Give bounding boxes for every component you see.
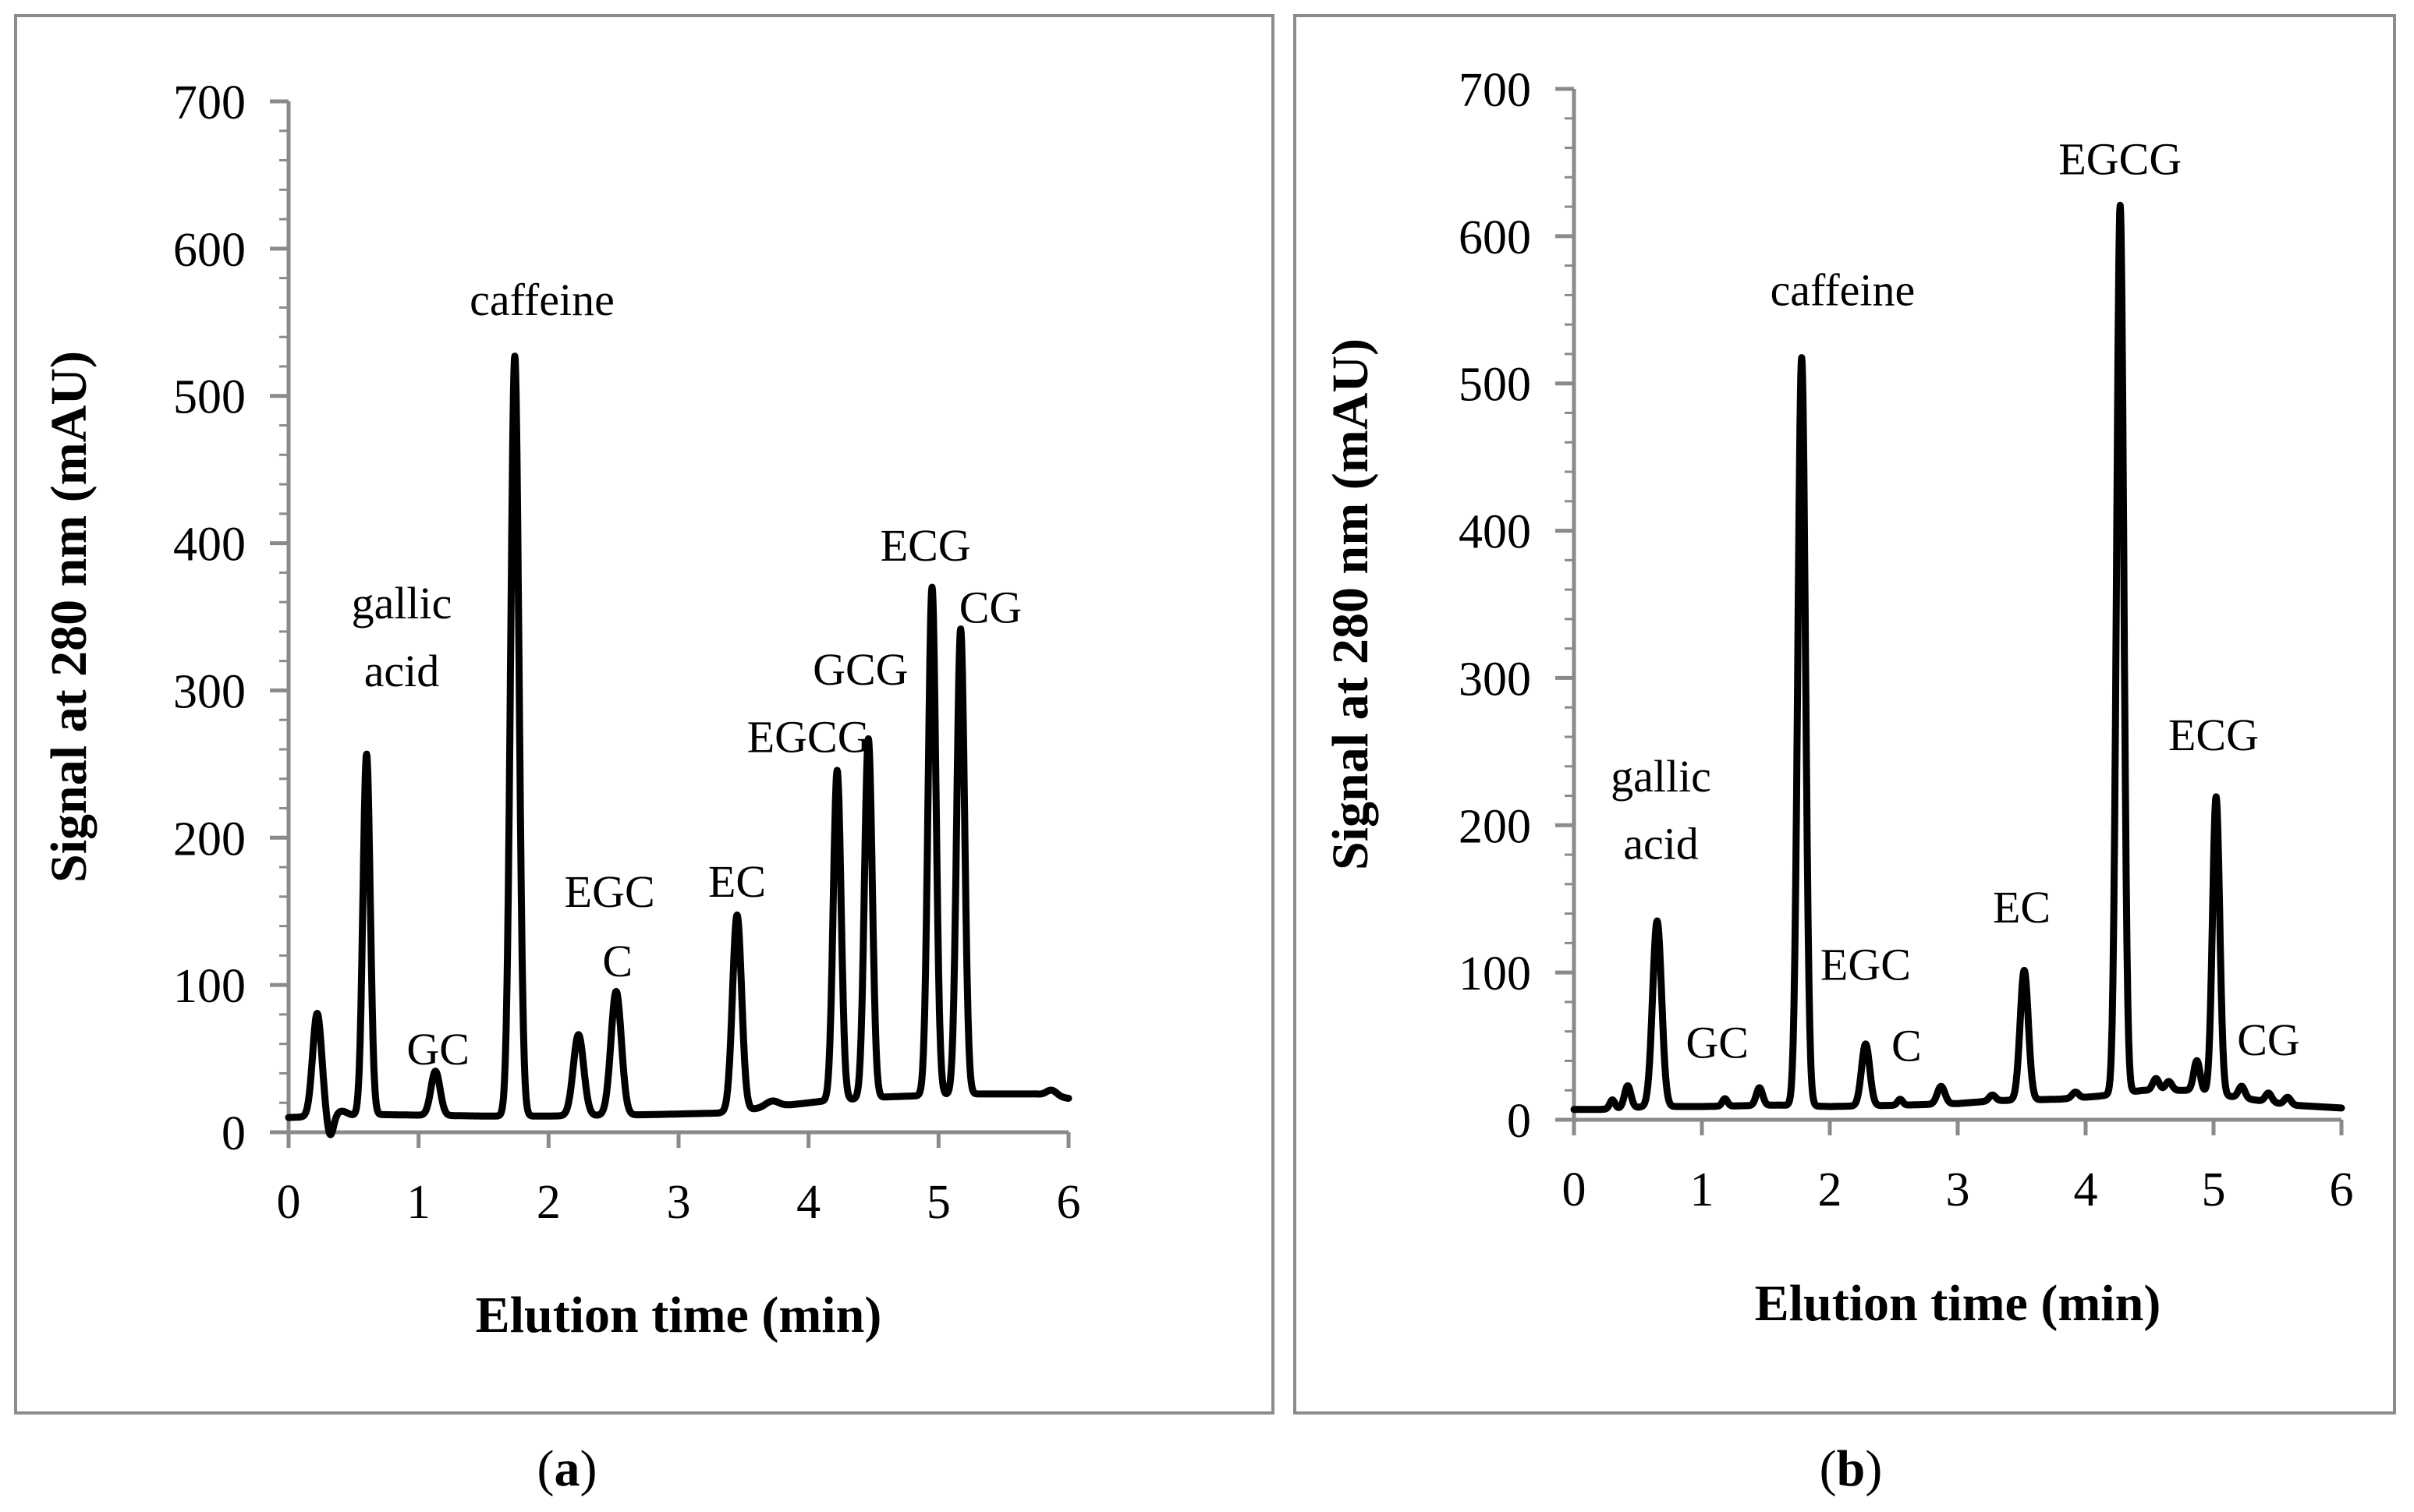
caption-b-letter: b	[1837, 1440, 1866, 1497]
panel-a-peak-label: C	[602, 936, 633, 986]
panel-b-peak-label: EGC	[1820, 940, 1911, 990]
panel-a-x-tick-label: 1	[406, 1176, 431, 1229]
panel-b-peak-label: ECG	[2168, 710, 2259, 760]
panel-a-x-tick-label: 3	[667, 1176, 691, 1229]
panel-a-x-tick-label: 4	[796, 1176, 821, 1229]
caption-a-close: )	[580, 1440, 597, 1497]
panel-a-trace-line	[285, 352, 1072, 1138]
panel-a-peak-label: EGCG	[747, 712, 870, 763]
panel-a-x-tick-label: 0	[277, 1176, 301, 1229]
panel-b-peak-label: EGCG	[2058, 134, 2182, 185]
panel-a-peak-label: EC	[708, 856, 766, 907]
panel-a-x-tick-label: 6	[1057, 1176, 1081, 1229]
caption-a: (a)	[537, 1440, 597, 1497]
panel-b-x-tick-label: 4	[2074, 1163, 2098, 1216]
panel-a-peak-label: CG	[959, 582, 1023, 633]
panel-b-y-tick-label: 300	[1459, 653, 1531, 706]
panel-b-x-tick-label: 0	[1562, 1163, 1586, 1216]
panel-a-peak-label: caffeine	[470, 274, 615, 325]
panel-b-y-axis-title: Signal at 280 nm (mAU)	[1322, 338, 1379, 870]
panel-b-peak-label: acid	[1623, 819, 1699, 869]
chart-panel-a: 0 100 200 300 400 500 600 700 0 1 2 3 4 5 6 Signal at 2…	[14, 14, 1274, 1415]
panel-b-x-tick-label: 2	[1818, 1163, 1842, 1216]
panel-a-x-tick-label: 5	[927, 1176, 951, 1229]
panel-a-frame	[14, 14, 1274, 1415]
panel-b-peak-label: GC	[1686, 1018, 1749, 1068]
panel-a-y-axis-title: Signal at 280 nm (mAU)	[41, 351, 97, 883]
panel-a-x-axis-title: Elution time (min)	[476, 1287, 882, 1344]
caption-b: (b)	[1820, 1440, 1883, 1497]
panel-a-y-tick-label: 500	[173, 371, 246, 424]
panel-b-x-tick-label: 5	[2202, 1163, 2226, 1216]
panel-a-y-tick-label: 100	[173, 960, 246, 1013]
panel-b-y-tick-label: 700	[1459, 64, 1531, 117]
panel-b-trace-line	[1570, 201, 2345, 1114]
panel-b-y-tick-label: 200	[1459, 800, 1531, 853]
caption-b-open: (	[1820, 1440, 1837, 1497]
caption-a-letter: a	[555, 1440, 580, 1497]
panel-a-x-tick-label: 2	[537, 1176, 561, 1229]
panel-a-peak-label: ECG	[881, 520, 971, 571]
panel-a-peak-label: EGC	[565, 866, 655, 917]
chart-panel-b: 0 100 200 300 400 500 600 700 0 1 2 3 4 5 6 Signal at 2…	[1293, 14, 2396, 1415]
panel-b-peak-label: gallic	[1611, 751, 1711, 802]
panel-b-frame	[1293, 14, 2396, 1415]
panel-a-y-tick-label: 300	[173, 665, 246, 718]
caption-a-open: (	[537, 1440, 555, 1497]
panel-a-peak-label: gallic	[352, 578, 452, 629]
panel-b-peak-label: C	[1891, 1020, 1922, 1071]
panel-b-peak-label: caffeine	[1771, 265, 1916, 316]
panel-a-y-tick-label: 600	[173, 224, 246, 277]
panel-a-peak-label: GCG	[813, 644, 908, 695]
panel-b-y-tick-label: 100	[1459, 947, 1531, 1000]
panel-a-y-tick-label: 700	[173, 76, 246, 129]
panel-b-y-tick-label: 0	[1507, 1095, 1531, 1148]
panel-a-y-tick-label: 200	[173, 813, 246, 866]
caption-b-close: )	[1865, 1440, 1882, 1497]
panel-b-x-axis-title: Elution time (min)	[1755, 1275, 2161, 1332]
panel-a-peak-label: acid	[364, 646, 440, 696]
panel-b-peak-label: CG	[2237, 1014, 2300, 1065]
panel-b-x-tick-label: 6	[2330, 1163, 2354, 1216]
panel-a-y-tick-label: 400	[173, 519, 246, 572]
panel-a-y-tick-label: 0	[222, 1107, 246, 1160]
panel-b-x-tick-label: 1	[1690, 1163, 1714, 1216]
panel-b-y-tick-label: 600	[1459, 211, 1531, 264]
panel-b-peak-label: EC	[1993, 882, 2051, 933]
panel-b-x-tick-label: 3	[1946, 1163, 1970, 1216]
panel-b-y-tick-label: 500	[1459, 359, 1531, 412]
panel-b-y-tick-label: 400	[1459, 506, 1531, 559]
panel-a-peak-label: GC	[406, 1024, 470, 1075]
